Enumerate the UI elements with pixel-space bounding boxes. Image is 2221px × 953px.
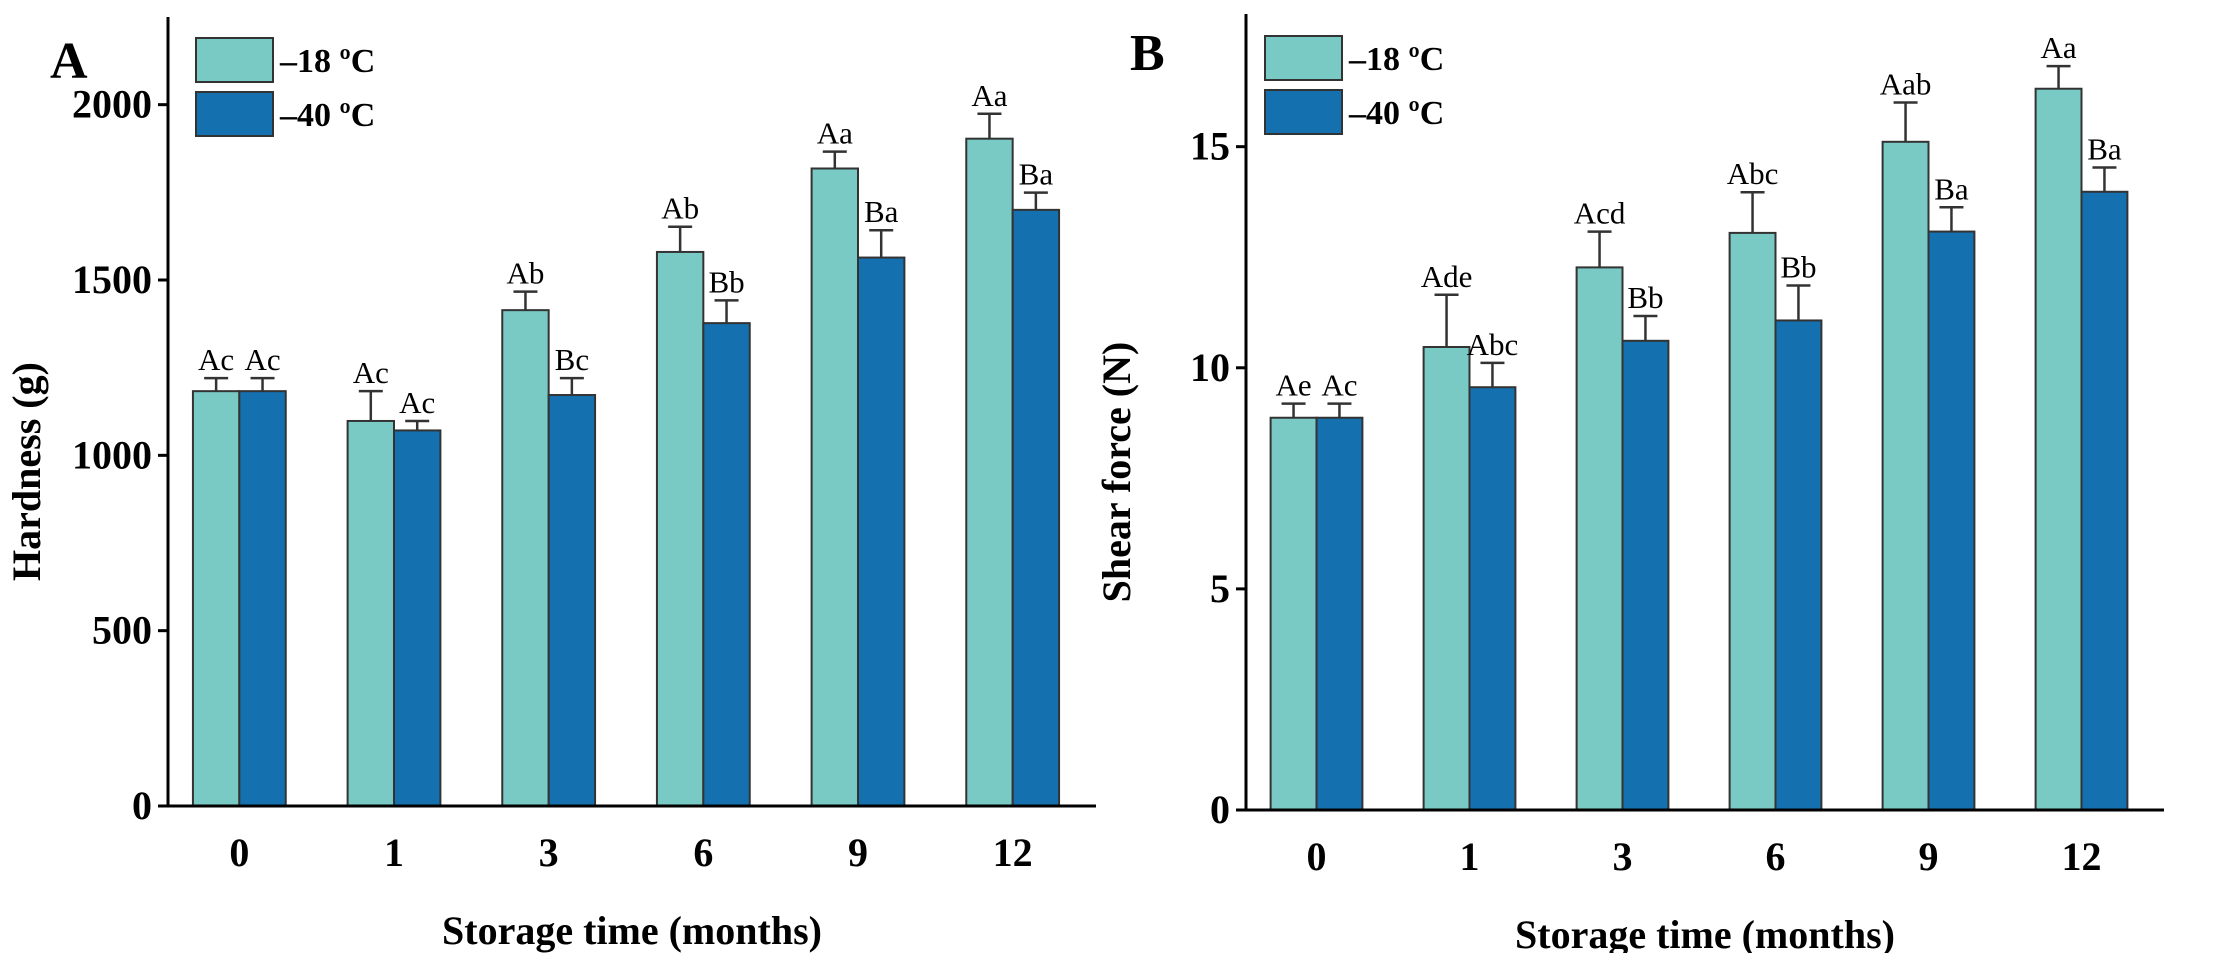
legend-swatch <box>1264 35 1343 81</box>
legend-label: –18 ºC <box>279 43 375 80</box>
bar <box>2080 190 2129 812</box>
significance-label: Abc <box>1467 327 1519 362</box>
significance-label: Ac <box>399 385 435 420</box>
bar <box>1927 230 1976 812</box>
y-axis-label: Shear force (N) <box>1094 342 1139 603</box>
y-tick-label: 10 <box>1190 345 1230 390</box>
bar <box>1468 386 1517 811</box>
panel-label: B <box>1130 25 1165 82</box>
y-tick-label: 0 <box>132 783 152 828</box>
bar <box>501 309 550 807</box>
bar <box>1422 345 1471 811</box>
bar <box>393 429 442 807</box>
y-axis-label: Hardness (g) <box>4 362 49 581</box>
significance-label: Bb <box>1780 250 1816 285</box>
significance-label: Ac <box>353 355 389 390</box>
legend-swatch <box>1264 89 1343 135</box>
significance-label: Ac <box>198 342 234 377</box>
bar <box>1621 339 1670 811</box>
significance-label: Ac <box>244 342 280 377</box>
bar <box>547 394 597 807</box>
y-tick-label: 1500 <box>72 257 152 302</box>
significance-label: Bb <box>1627 280 1663 315</box>
y-tick-label: 5 <box>1210 566 1230 611</box>
panel-label: A <box>50 33 88 90</box>
bar <box>702 322 751 807</box>
x-tick-label: 12 <box>2062 834 2102 879</box>
legend-label: –18 ºC <box>1348 41 1444 78</box>
bar <box>655 250 705 808</box>
significance-label: Acd <box>1574 196 1626 231</box>
significance-label: Ade <box>1421 259 1473 294</box>
x-tick-label: 0 <box>1307 834 1327 879</box>
x-tick-label: 6 <box>1766 834 1786 879</box>
significance-label: Ba <box>1934 171 1969 206</box>
x-tick-label: 1 <box>1460 834 1480 879</box>
bar <box>346 419 396 807</box>
significance-label: Ac <box>1321 368 1357 403</box>
significance-label: Abc <box>1727 156 1779 191</box>
bar <box>1774 319 1823 811</box>
y-tick-label: 2000 <box>72 82 152 127</box>
significance-label: Aab <box>1880 66 1932 101</box>
bar <box>1881 140 1930 811</box>
bar <box>238 390 287 807</box>
significance-label: Ae <box>1275 368 1311 403</box>
y-tick-label: 500 <box>92 608 152 653</box>
x-tick-label: 3 <box>1613 834 1633 879</box>
legend-swatch <box>195 91 274 137</box>
significance-label: Ba <box>2087 131 2122 166</box>
significance-label: Ab <box>661 191 699 226</box>
x-tick-label: 3 <box>539 830 559 875</box>
bar <box>965 137 1014 807</box>
panel-A: A Ac Ac 0 Ac Ac 1 Ab Bc 3 Ab Bb 6 Aa Ba 9 Aa Ba 12 0 500 1000… <box>4 17 1096 953</box>
bar <box>1269 416 1318 811</box>
x-tick-label: 0 <box>229 830 249 875</box>
bar <box>1315 416 1364 811</box>
bar <box>2034 87 2083 812</box>
x-tick-label: 9 <box>1919 834 1939 879</box>
significance-label: Bb <box>708 264 744 299</box>
y-tick-label: 1000 <box>72 432 152 477</box>
bar <box>1575 266 1624 812</box>
bar <box>1011 208 1061 808</box>
x-axis-label: Storage time (months) <box>1515 912 1895 953</box>
x-tick-label: 9 <box>848 830 868 875</box>
bar <box>810 167 859 808</box>
bar <box>191 390 241 807</box>
x-tick-label: 1 <box>384 830 404 875</box>
significance-label: Aa <box>817 116 853 151</box>
bar <box>857 256 906 808</box>
bar <box>1728 231 1777 811</box>
significance-label: Bc <box>555 342 589 377</box>
significance-label: Ba <box>864 194 899 229</box>
legend-label: –40 ºC <box>279 97 375 134</box>
significance-label: Ba <box>1019 157 1054 192</box>
panel-B: B Ae Ac 0 Ade Abc 1 Acd Bb 3 Abc Bb 6 Aab Ba 9 Aa Ba 12 0 5 1… <box>1094 14 2164 953</box>
y-tick-label: 0 <box>1210 787 1230 832</box>
x-tick-label: 6 <box>693 830 713 875</box>
significance-label: Aa <box>971 78 1007 113</box>
significance-label: Aa <box>2040 30 2076 65</box>
x-axis-label: Storage time (months) <box>442 908 822 953</box>
y-tick-label: 15 <box>1190 124 1230 169</box>
legend-label: –40 ºC <box>1348 95 1444 132</box>
legend-swatch <box>195 37 274 83</box>
x-tick-label: 12 <box>993 830 1033 875</box>
significance-label: Ab <box>507 256 545 291</box>
